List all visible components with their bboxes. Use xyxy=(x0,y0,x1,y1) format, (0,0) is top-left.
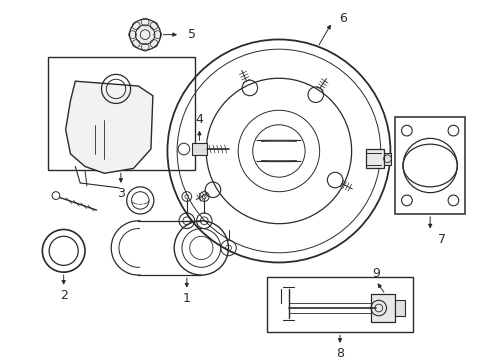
Bar xyxy=(383,153,390,165)
Text: 4: 4 xyxy=(195,113,203,126)
Text: 9: 9 xyxy=(371,267,379,280)
Bar xyxy=(366,149,383,168)
Bar xyxy=(48,57,194,170)
Bar xyxy=(370,294,394,321)
Text: 5: 5 xyxy=(187,28,195,41)
Bar xyxy=(191,143,207,155)
Bar xyxy=(394,117,464,214)
Text: 7: 7 xyxy=(437,233,445,246)
Bar xyxy=(267,277,412,332)
Text: 3: 3 xyxy=(117,187,124,200)
Circle shape xyxy=(129,19,160,50)
Bar xyxy=(394,300,404,316)
Polygon shape xyxy=(65,81,153,173)
Text: 6: 6 xyxy=(338,12,346,24)
Text: 2: 2 xyxy=(60,289,67,302)
Text: 1: 1 xyxy=(183,292,190,305)
Text: 8: 8 xyxy=(335,347,343,360)
